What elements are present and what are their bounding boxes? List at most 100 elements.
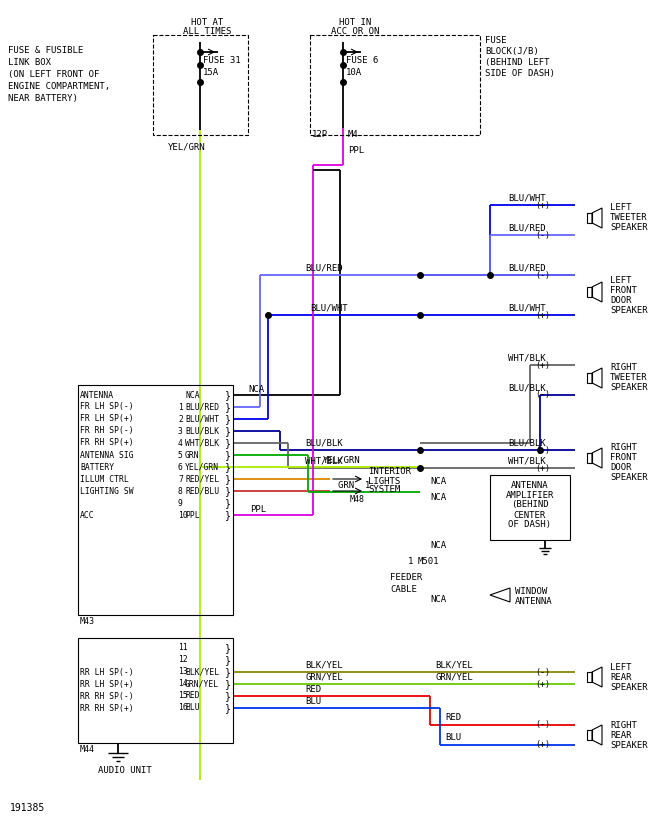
Text: FUSE 31: FUSE 31 [203,56,241,65]
Bar [153,35,248,135]
Text: (ON LEFT FRONT OF: (ON LEFT FRONT OF [8,70,99,79]
Text: (-): (-) [535,446,550,455]
Text: (-): (-) [535,667,550,677]
Text: }: } [225,691,231,701]
Text: 191385: 191385 [10,803,45,813]
Text: 9: 9 [178,498,183,507]
Text: RED: RED [185,691,199,700]
Text: ILLUM CTRL: ILLUM CTRL [80,475,129,484]
Text: GRN/YEL: GRN/YEL [305,672,343,681]
Text: GRN  1: GRN 1 [338,481,370,490]
Text: }: } [225,426,231,436]
Text: TWEETER: TWEETER [610,373,648,382]
Text: REAR: REAR [610,732,632,741]
Text: FUSE 6: FUSE 6 [346,56,378,65]
Text: SIDE OF DASH): SIDE OF DASH) [485,68,555,77]
Text: LEFT: LEFT [610,276,632,285]
Text: PPL: PPL [250,504,266,513]
Text: 4: 4 [178,438,183,447]
Text: }: } [225,414,231,424]
Text: }: } [225,655,231,665]
Text: M4: M4 [348,130,359,139]
Text: 14: 14 [178,680,187,689]
Text: }: } [225,667,231,677]
Text: OF DASH): OF DASH) [508,521,552,530]
Text: NCA: NCA [430,595,446,604]
Text: AMPLIFIER: AMPLIFIER [506,490,554,499]
Text: BLK/YEL: BLK/YEL [185,667,219,677]
Text: LIGHTING SW: LIGHTING SW [80,487,133,496]
Text: }: } [225,390,231,400]
Text: (+): (+) [535,741,550,750]
Text: FR RH SP(+): FR RH SP(+) [80,438,133,447]
Text: SYSTEM: SYSTEM [368,485,400,494]
Text: 16: 16 [178,704,187,713]
Text: INTERIOR: INTERIOR [368,467,411,476]
Text: RR LH SP(+): RR LH SP(+) [80,680,133,689]
Text: }: } [225,498,231,508]
Text: ANTENNA: ANTENNA [80,391,114,400]
Text: NCA: NCA [430,493,446,502]
Text: (-): (-) [535,231,550,240]
Text: }: } [225,474,231,484]
Text: REAR: REAR [610,673,632,682]
Text: M43: M43 [80,617,95,626]
Text: BLU/BLK: BLU/BLK [305,438,343,447]
Text: RR LH SP(-): RR LH SP(-) [80,667,133,677]
Text: ANTENNA: ANTENNA [511,480,549,489]
Text: 15A: 15A [203,67,219,76]
Text: LIGHTS: LIGHTS [368,476,400,485]
Text: NCA: NCA [430,540,446,549]
Text: PPL: PPL [348,145,364,154]
Text: }: } [225,643,231,653]
Text: (+): (+) [535,200,550,209]
Text: SPEAKER: SPEAKER [610,684,648,692]
Text: ALL TIMES: ALL TIMES [183,26,231,35]
Text: RR RH SP(+): RR RH SP(+) [80,704,133,713]
Text: BLU/RED: BLU/RED [185,402,219,411]
Text: LINK BOX: LINK BOX [8,57,51,67]
Text: 12P: 12P [312,130,328,139]
Text: SPEAKER: SPEAKER [610,222,648,232]
Text: BLU/WHT: BLU/WHT [508,194,546,203]
Text: PPL: PPL [185,511,199,520]
Text: RIGHT: RIGHT [610,443,637,452]
Text: TWEETER: TWEETER [610,213,648,222]
Bar [587,213,592,223]
Text: RIGHT: RIGHT [610,722,637,731]
Bar [310,35,480,135]
Text: FRONT: FRONT [610,452,637,461]
Text: ENGINE COMPARTMENT,: ENGINE COMPARTMENT, [8,81,110,90]
Text: ACC OR ON: ACC OR ON [331,26,379,35]
Bar [587,287,592,297]
Text: FUSE: FUSE [485,35,506,44]
Text: }: } [225,703,231,713]
Text: BLU: BLU [445,733,461,742]
Bar [587,672,592,682]
Text: 5: 5 [178,451,183,460]
Text: FR RH SP(-): FR RH SP(-) [80,426,133,435]
Text: GRN/YEL: GRN/YEL [435,672,473,681]
Text: 10A: 10A [346,67,362,76]
Text: RED/BLU: RED/BLU [185,487,219,496]
Text: 1: 1 [408,557,414,566]
Bar [490,475,570,540]
Text: NCA: NCA [430,478,446,487]
Text: BLU/WHT: BLU/WHT [508,304,546,313]
Text: RIGHT: RIGHT [610,363,637,371]
Text: 8: 8 [178,487,183,496]
Text: }: } [225,402,231,412]
Text: GRN: GRN [185,451,199,460]
Text: (+): (+) [535,680,550,689]
Text: (+): (+) [535,310,550,319]
Text: BLU/RED: BLU/RED [305,264,343,273]
Bar [587,373,592,383]
Text: 3: 3 [178,426,183,435]
Text: AUDIO UNIT: AUDIO UNIT [98,767,152,776]
Text: BLK/YEL: BLK/YEL [305,661,343,669]
Text: FRONT: FRONT [610,286,637,295]
Text: M44: M44 [80,745,95,754]
Text: BLU: BLU [305,696,321,705]
Text: SPEAKER: SPEAKER [610,383,648,392]
Text: SPEAKER: SPEAKER [610,741,648,750]
